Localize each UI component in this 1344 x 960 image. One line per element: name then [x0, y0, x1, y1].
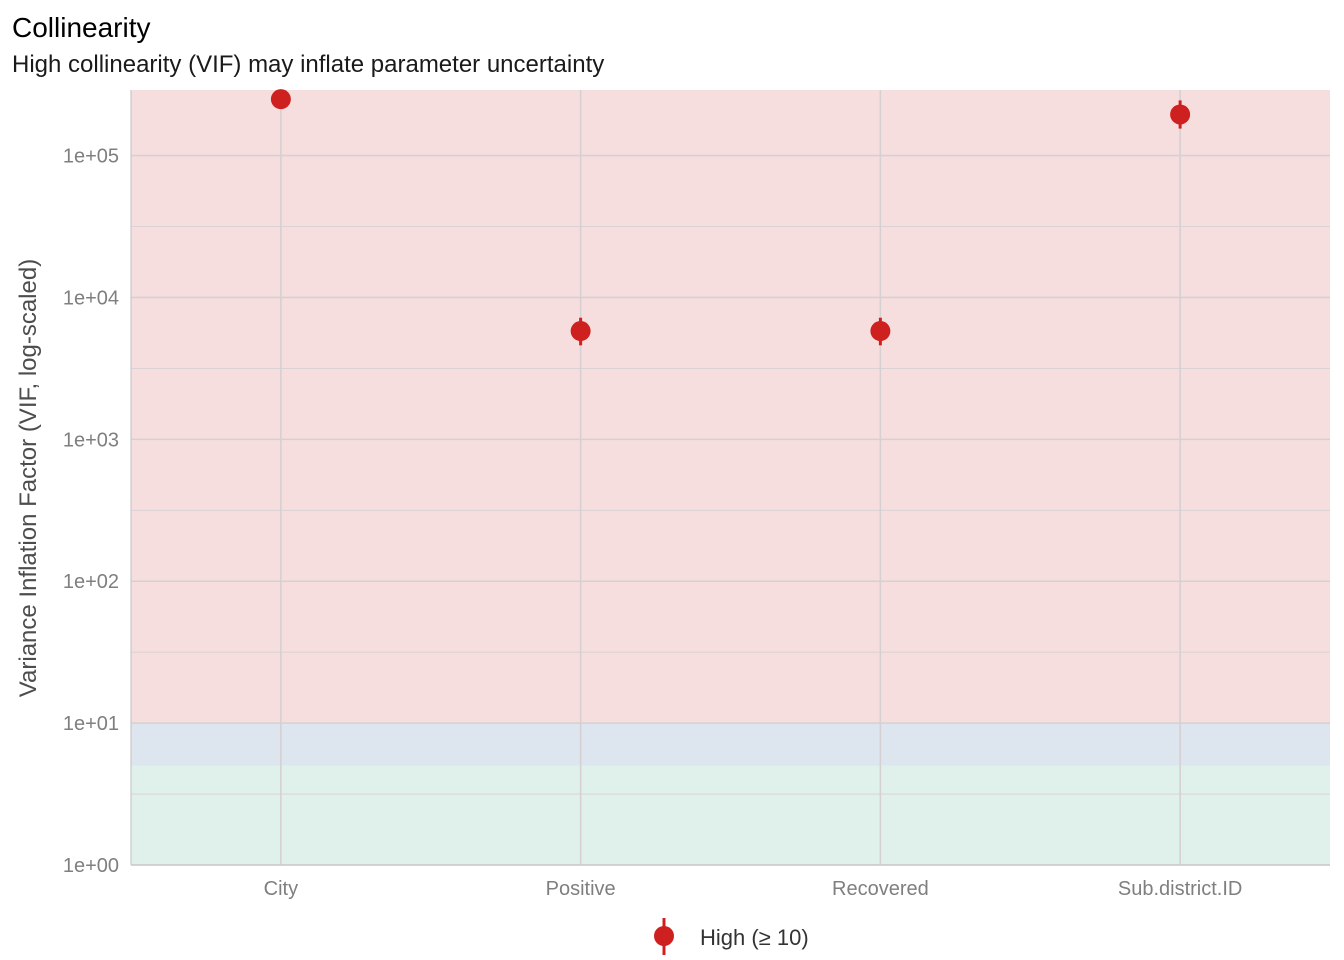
legend-label: High (≥ 10) — [700, 925, 809, 950]
zone-low — [131, 765, 1330, 865]
vif-zones — [131, 90, 1330, 865]
y-tick-label: 1e+05 — [63, 146, 119, 168]
y-tick-label: 1e+04 — [63, 287, 119, 309]
x-tick-label: Sub.district.ID — [1118, 878, 1242, 900]
y-tick-label: 1e+01 — [63, 713, 119, 735]
y-tick-label: 1e+00 — [63, 855, 119, 877]
y-axis-label: Variance Inflation Factor (VIF, log-scal… — [15, 259, 42, 697]
zone-high — [131, 90, 1330, 724]
x-tick-label: Recovered — [832, 878, 929, 900]
vif-point — [870, 321, 891, 342]
chart-subtitle: High collinearity (VIF) may inflate para… — [12, 51, 604, 78]
x-tick-label: Positive — [546, 878, 616, 900]
y-axis-ticks: 1e+00 1e+01 1e+02 1e+03 1e+04 1e+05 — [63, 146, 119, 877]
vif-point — [570, 321, 591, 342]
zone-moderate — [131, 723, 1330, 766]
y-tick-label: 1e+02 — [63, 571, 119, 593]
x-axis-ticks: City Positive Recovered Sub.district.ID — [264, 878, 1243, 900]
data-points — [270, 89, 1191, 346]
legend: High (≥ 10) — [654, 918, 809, 955]
vif-point — [1170, 104, 1191, 125]
x-tick-label: City — [264, 878, 298, 900]
y-tick-label: 1e+03 — [63, 429, 119, 451]
chart-title: Collinearity — [12, 12, 151, 43]
gridlines — [130, 90, 1330, 866]
legend-point — [654, 926, 674, 946]
vif-point — [270, 89, 291, 110]
